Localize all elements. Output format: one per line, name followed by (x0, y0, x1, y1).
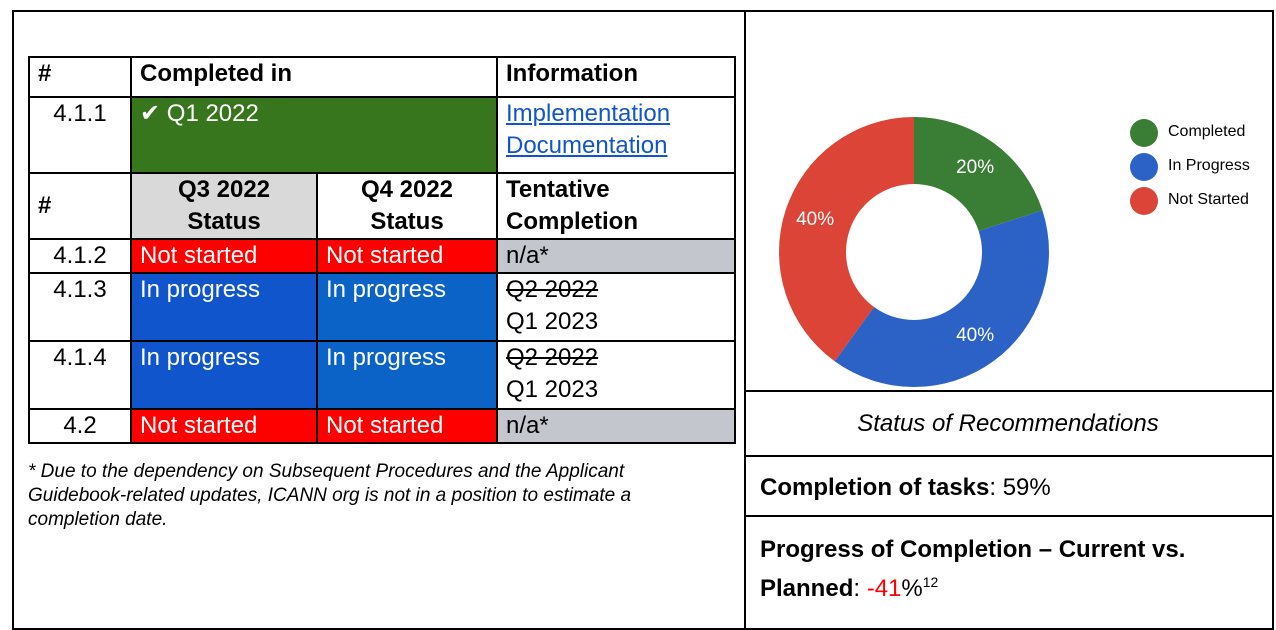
legend-swatch (1130, 187, 1158, 215)
status-table: # Completed in Information 4.1.1 ✔ Q1 2022 I… (28, 56, 736, 444)
cell: n/a* (496, 238, 736, 274)
cell: Not started (316, 408, 498, 444)
cell: Tentative Completion (496, 172, 736, 240)
divider (744, 455, 1272, 457)
donut-slice (779, 117, 914, 362)
caption: Status of Recommendations (857, 410, 1159, 437)
donut-chart: 20% Completed 40% In Progress 40% Not Started (779, 117, 1250, 387)
cell: Not started (316, 238, 498, 274)
donut-slice (834, 210, 1049, 387)
cell: Q2 2022 Q1 2023 (496, 340, 736, 410)
cell: n/a* (496, 408, 736, 444)
cell: # (28, 56, 132, 98)
cell: In progress (316, 272, 498, 342)
cell: In progress (130, 272, 318, 342)
slice-label: 40% (956, 325, 994, 346)
cell: # (28, 172, 132, 240)
donut-slice (914, 117, 1043, 231)
frame: # Completed in Information 4.1.1 ✔ Q1 2022 I… (12, 10, 1274, 630)
cell: Completed in (130, 56, 498, 98)
struck-date: Q2 2022 (506, 276, 599, 303)
cell: Information (496, 56, 736, 98)
cell: 4.1.2 (28, 238, 132, 274)
legend-label: Completed (1168, 123, 1245, 140)
struck-date: Q2 2022 (506, 344, 599, 371)
slice-label: 20% (956, 157, 994, 178)
cell: Q2 2022 Q1 2023 (496, 272, 736, 342)
legend-label: In Progress (1168, 157, 1250, 174)
divider (744, 515, 1272, 517)
sup: 12 (922, 574, 939, 590)
cell: 4.1.4 (28, 340, 132, 410)
row: 4.1.2 Not started Not started n/a* (28, 238, 736, 274)
value: -41 (866, 575, 902, 602)
footnote: * Due to the dependency on Subsequent Pr… (28, 461, 632, 530)
text: : 59% (989, 474, 1051, 501)
row: 4.2 Not started Not started n/a* (28, 408, 736, 444)
cell: 4.1.1 (28, 96, 132, 174)
cell: Q3 2022 Status (130, 172, 318, 240)
cell: Not started (130, 408, 318, 444)
divider (744, 390, 1272, 392)
left-panel: # Completed in Information 4.1.1 ✔ Q1 2022 I… (14, 12, 746, 628)
legend-swatch (1130, 153, 1158, 181)
cell: 4.2 (28, 408, 132, 444)
completion: Completion of tasks: 59% (760, 474, 1051, 502)
cell: In progress (130, 340, 318, 410)
right-panel: 20% Completed 40% In Progress 40% Not Started… (744, 12, 1272, 628)
row: 4.1.3 In progress In progress Q2 2022 Q1 202… (28, 272, 736, 342)
cell: Q4 2022 Status (316, 172, 498, 240)
row: 4.1.4 In progress In progress Q2 2022 Q1 202… (28, 340, 736, 410)
link[interactable]: Documentation (506, 132, 668, 159)
date: Q1 2023 (506, 308, 599, 335)
unit: % (901, 575, 923, 602)
cell: Not started (130, 238, 318, 274)
date: Q1 2023 (506, 376, 599, 403)
cell: ✔ Q1 2022 (130, 96, 498, 174)
sep: : (853, 575, 867, 602)
legend-swatch (1130, 119, 1158, 147)
progress: Progress of Completion – Current vs. Pla… (760, 534, 1260, 605)
cell: 4.1.3 (28, 272, 132, 342)
label: Progress of Completion – Current vs. Pla… (760, 536, 1186, 602)
label: Completion of tasks (760, 474, 990, 501)
cell: In progress (316, 340, 498, 410)
link[interactable]: Implementation (506, 100, 671, 127)
legend-label: Not Started (1168, 191, 1249, 208)
slice-label: 40% (796, 209, 834, 230)
cell: Implementation Documentation (496, 96, 736, 174)
